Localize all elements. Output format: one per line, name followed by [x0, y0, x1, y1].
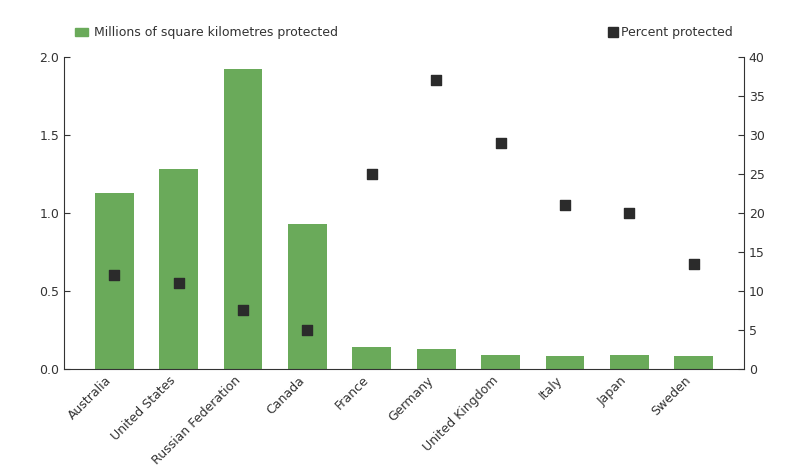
Bar	[353, 347, 391, 369]
Bar	[159, 169, 198, 369]
Bar	[546, 357, 584, 369]
Bar	[288, 224, 326, 369]
Point	[687, 260, 700, 267]
Legend: Millions of square kilometres protected: Millions of square kilometres protected	[70, 21, 343, 44]
Point	[494, 139, 507, 146]
Point	[558, 201, 571, 209]
Point	[172, 279, 185, 287]
Bar	[417, 349, 455, 369]
Point	[301, 326, 314, 334]
Bar	[482, 355, 520, 369]
Bar	[610, 355, 649, 369]
Bar	[95, 193, 134, 369]
Point	[623, 209, 636, 217]
Point	[366, 170, 378, 178]
Legend: Percent protected: Percent protected	[605, 21, 738, 44]
Point	[108, 272, 121, 279]
Point	[430, 76, 442, 84]
Bar	[224, 69, 262, 369]
Point	[237, 307, 250, 314]
Bar	[674, 357, 713, 369]
